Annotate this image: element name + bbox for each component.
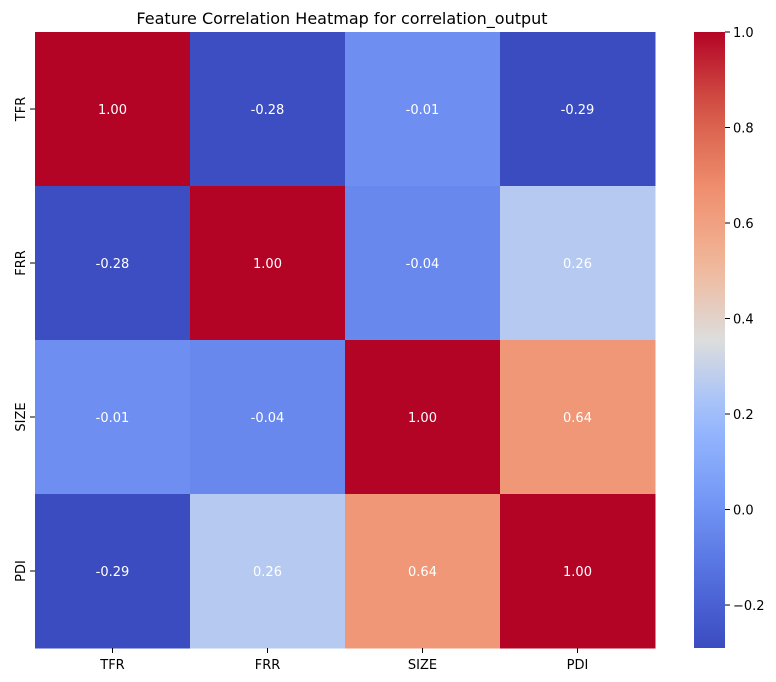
x-tick-label: TFR: [99, 658, 124, 673]
heatmap-cell: [35, 186, 191, 341]
colorbar-tick-label: 0.0: [733, 504, 754, 519]
cell-value-label: 0.26: [563, 257, 592, 272]
heatmap-cell: [190, 32, 346, 187]
cell-value-label: 0.26: [253, 565, 282, 580]
cell-value-label: 1.00: [408, 411, 437, 426]
heatmap-cell: [35, 32, 191, 187]
heatmap-cell: [35, 340, 191, 495]
colorbar-tick-label: 0.8: [733, 122, 754, 137]
heatmap-cell: [345, 186, 501, 341]
heatmap-cell: [190, 494, 346, 649]
heatmap-cell: [500, 32, 656, 187]
y-tick-label: TFR: [14, 97, 29, 122]
y-tick-label: FRR: [14, 250, 29, 276]
heatmap-cell: [345, 32, 501, 187]
x-tick-label: FRR: [255, 658, 281, 673]
colorbar-tick-label: 0.2: [733, 408, 754, 423]
heatmap-cell: [500, 186, 656, 341]
y-tick-label: SIZE: [14, 402, 29, 431]
heatmap-cell: [500, 494, 656, 649]
cell-value-label: -0.01: [96, 411, 130, 426]
cell-value-label: -0.04: [251, 411, 285, 426]
x-tick-label: PDI: [567, 658, 589, 673]
cell-value-label: 1.00: [563, 565, 592, 580]
cell-value-label: 1.00: [98, 103, 127, 118]
heatmap-cell: [345, 494, 501, 649]
cell-value-label: 1.00: [253, 257, 282, 272]
colorbar-tick-label: 0.4: [733, 313, 754, 328]
heatmap-cell: [190, 340, 346, 495]
x-axis-ticks: TFR FRR SIZE PDI: [99, 648, 588, 673]
heatmap-cell: [190, 186, 346, 341]
colorbar-tick-label: 1.0: [733, 26, 754, 41]
cell-value-label: -0.04: [406, 257, 440, 272]
y-axis-ticks: TFR FRR SIZE PDI: [14, 97, 35, 582]
cell-value-label: 0.64: [563, 411, 592, 426]
heatmap-cell: [345, 340, 501, 495]
heatmap-cell: [35, 494, 191, 649]
cell-value-label: -0.29: [96, 565, 130, 580]
cell-value-label: -0.28: [251, 103, 285, 118]
cell-value-label: -0.29: [561, 103, 595, 118]
colorbar-tick-label: 0.6: [733, 217, 754, 232]
cell-value-label: -0.01: [406, 103, 440, 118]
colorbar-gradient: [694, 32, 725, 648]
colorbar: 1.0 0.8 0.6 0.4 0.2 0.0 −0.2: [694, 26, 765, 648]
cell-value-label: -0.28: [96, 257, 130, 272]
chart-title: Feature Correlation Heatmap for correlat…: [136, 9, 547, 29]
heatmap-cell: [500, 340, 656, 495]
x-tick-label: SIZE: [408, 658, 437, 673]
cell-value-label: 0.64: [408, 565, 437, 580]
heatmap-cells: 1.00 -0.28 -0.01 -0.29 -0.28 1.00 -0.04 0.26 -0.…: [35, 32, 656, 649]
y-tick-label: PDI: [14, 560, 29, 582]
colorbar-tick-label: −0.2: [733, 599, 765, 614]
